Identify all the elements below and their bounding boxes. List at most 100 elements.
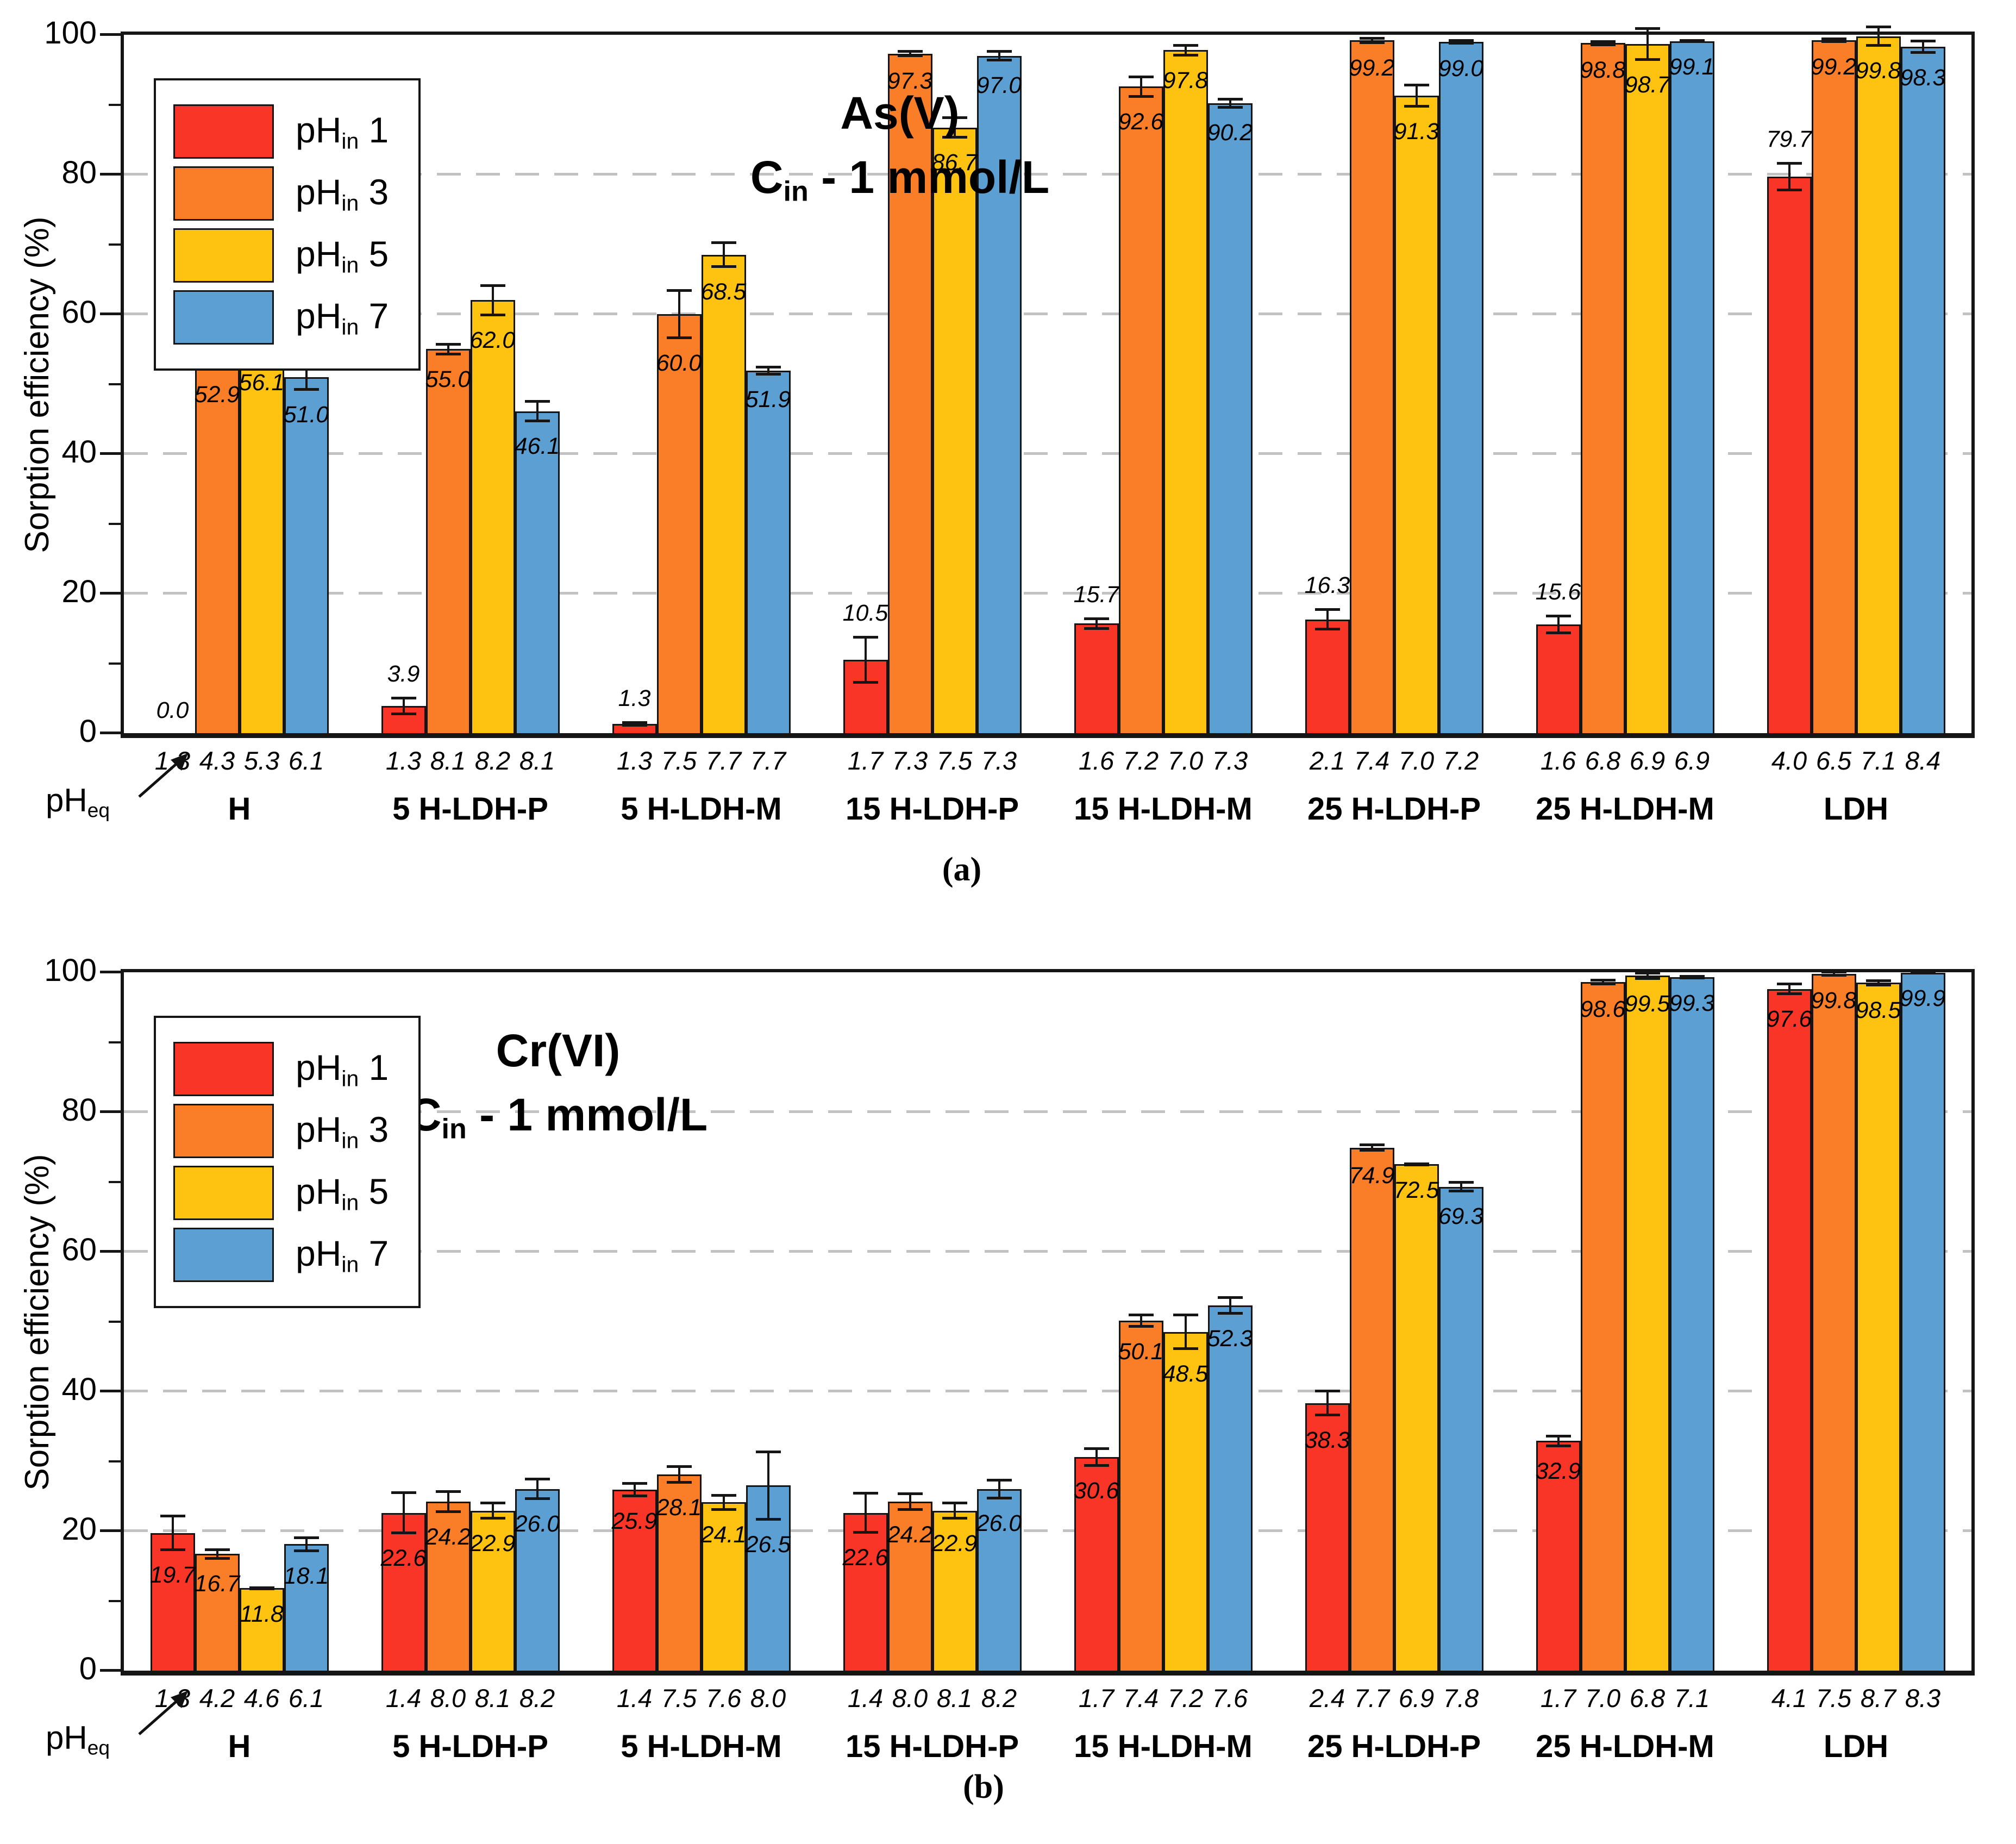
- bar-H-pHin-5: [239, 341, 284, 733]
- bar-value-label: 99.9: [1900, 985, 1946, 1011]
- pheq-value: 7.3: [981, 746, 1017, 775]
- error-bar-cap-top: [1635, 27, 1660, 30]
- error-bar-line: [305, 362, 308, 391]
- error-bar-cap-bottom: [897, 54, 923, 58]
- error-bar-line: [998, 1478, 1000, 1500]
- y-tick-label: 20: [61, 574, 97, 609]
- bar-25-H-LDH-P-pHin-5: [1394, 95, 1439, 733]
- error-bar-cap-bottom: [1910, 51, 1936, 54]
- error-bar: [755, 366, 781, 376]
- bar-value-label: 60.0: [656, 350, 702, 377]
- group-label-25-H-LDH-M: 25 H-LDH-M: [1536, 1729, 1714, 1764]
- bar-25-H-LDH-M-pHin-3: [1580, 43, 1625, 733]
- error-bar-line: [1646, 971, 1649, 980]
- legend-row: pHin 1: [173, 104, 389, 159]
- chart-subtitle-text-post: - 1 mmol/L: [808, 152, 1050, 203]
- error-bar-cap-bottom: [1217, 106, 1243, 109]
- legend-label-pre: pH: [296, 1171, 342, 1211]
- bar-value-label: 22.9: [931, 1530, 978, 1557]
- y-tick-label: 100: [44, 15, 97, 51]
- pheq-value: 1.4: [847, 1684, 884, 1712]
- legend-label-pre: pH: [296, 295, 342, 336]
- pheq-value: 8.0: [430, 1684, 466, 1712]
- error-bar: [1217, 1296, 1243, 1315]
- error-bar-line: [1229, 97, 1231, 109]
- error-bar-line: [1601, 978, 1604, 986]
- bar-LDH-pHin-7: [1900, 46, 1945, 733]
- error-bar: [1776, 983, 1802, 996]
- legend-label-sub: in: [341, 1190, 359, 1215]
- error-bar-cap-bottom: [1314, 1414, 1340, 1417]
- error-bar-cap-bottom: [1545, 1444, 1571, 1447]
- pheq-value: 7.5: [661, 746, 697, 775]
- bar-value-label: 97.3: [887, 68, 933, 95]
- error-bar-line: [1788, 161, 1790, 191]
- pheq-value: 1.6: [1078, 746, 1115, 775]
- bar-25-H-LDH-P-pHin-1: [1305, 1403, 1350, 1671]
- error-bar-line: [1095, 1447, 1098, 1467]
- error-bar: [1173, 1314, 1198, 1351]
- error-bar: [711, 241, 736, 268]
- error-bar: [293, 1536, 319, 1552]
- bar-value-label: 28.1: [656, 1494, 702, 1521]
- error-bar: [755, 1451, 781, 1521]
- error-bar-cap-top: [293, 1536, 319, 1540]
- error-bar-line: [722, 241, 725, 268]
- error-bar-cap-top: [755, 1451, 781, 1454]
- error-bar-cap-top: [1404, 1162, 1429, 1165]
- gridline-20: [124, 592, 1971, 595]
- pheq-value: 7.2: [1123, 746, 1159, 775]
- group-label-15-H-LDH-P: 15 H-LDH-P: [845, 791, 1019, 827]
- gridline-80: [124, 1110, 1971, 1113]
- pheq-value: 4.0: [1771, 746, 1807, 775]
- error-bar-line: [402, 697, 405, 715]
- bar-value-label: 22.6: [380, 1545, 427, 1572]
- error-bar: [1314, 608, 1340, 631]
- error-bar: [1173, 43, 1198, 57]
- error-bar: [897, 50, 923, 58]
- error-bar-cap-top: [897, 50, 923, 53]
- pheq-value: 7.6: [1212, 1684, 1248, 1712]
- chart-subtitle-text-sub: in: [783, 176, 809, 208]
- bar-25-H-LDH-M-pHin-3: [1580, 982, 1625, 1671]
- legend-row: pHin 7: [173, 290, 389, 345]
- group-label-LDH: LDH: [1823, 791, 1889, 827]
- bar-5-H-LDH-M-pHin-5: [701, 1502, 746, 1671]
- error-bar-cap-top: [1821, 971, 1846, 974]
- legend-swatch-orange: [173, 1104, 274, 1158]
- error-bar-cap-bottom: [1865, 983, 1891, 986]
- bar-value-label: 10.5: [842, 600, 888, 627]
- error-bar-cap-top: [524, 1478, 550, 1481]
- error-bar-cap-top: [204, 1548, 230, 1552]
- error-bar-cap-top: [1635, 971, 1660, 974]
- error-bar: [1448, 1181, 1474, 1192]
- bar-LDH-pHin-3: [1811, 40, 1856, 733]
- error-bar-cap-bottom: [1821, 40, 1846, 43]
- error-bar: [942, 116, 967, 139]
- y-minor-tick: [109, 103, 121, 106]
- error-bar-line: [1646, 27, 1649, 61]
- error-bar-cap-top: [1448, 1181, 1474, 1184]
- error-bar-cap-top: [1545, 614, 1571, 617]
- group-label-5-H-LDH-P: 5 H-LDH-P: [392, 1729, 548, 1764]
- bar-5-H-LDH-M-pHin-3: [656, 314, 702, 733]
- error-bar-cap-bottom: [711, 265, 736, 268]
- error-bar-cap-bottom: [480, 313, 505, 316]
- error-bar-cap-top: [622, 1482, 647, 1485]
- pheq-value: 8.7: [1860, 1684, 1896, 1712]
- error-bar-cap-top: [435, 342, 461, 346]
- error-bar: [666, 1465, 692, 1484]
- pheq-value: 6.9: [1674, 746, 1710, 775]
- bar-value-label: 38.3: [1304, 1427, 1350, 1454]
- error-bar-cap-top: [1217, 97, 1243, 101]
- bar-15-H-LDH-M-pHin-3: [1118, 86, 1163, 733]
- error-bar-cap-bottom: [897, 1508, 923, 1511]
- bar-value-label: 26.5: [745, 1531, 791, 1558]
- pheq-value: 6.8: [1585, 746, 1621, 775]
- legend-label-sub: in: [341, 1128, 359, 1153]
- bar-25-H-LDH-M-pHin-1: [1536, 1441, 1581, 1671]
- y-axis-title: Sorption efficiency (%): [18, 216, 56, 553]
- error-bar: [480, 1502, 505, 1520]
- error-bar-cap-bottom: [1173, 53, 1198, 57]
